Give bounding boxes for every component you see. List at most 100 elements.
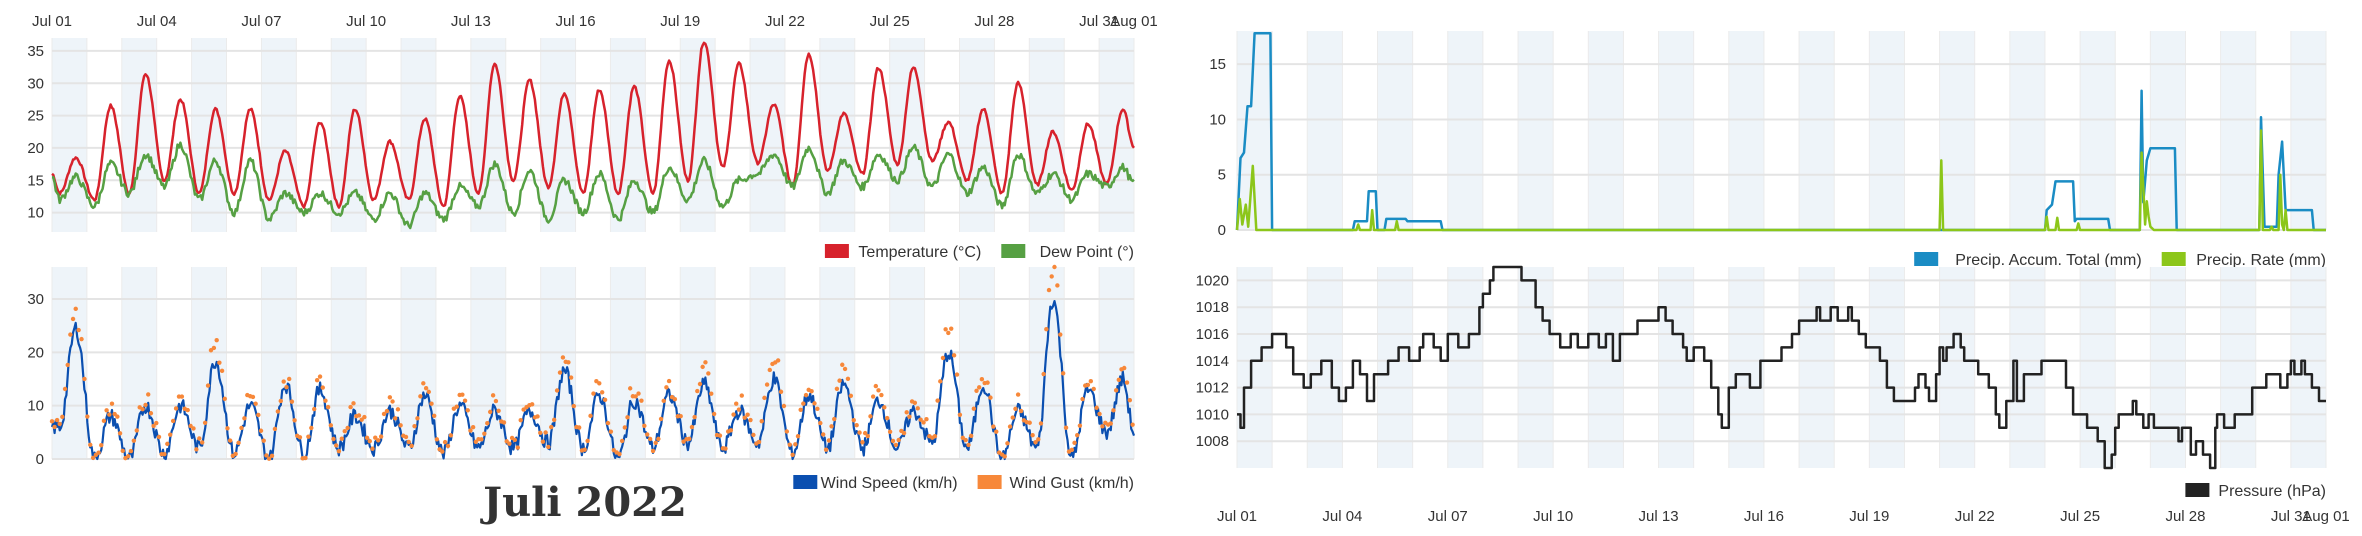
wind-gust-point [812,401,817,406]
wind-gust-point [348,404,353,410]
wind-gust-point [985,380,990,385]
wind-gust-point [219,368,225,374]
wind-gust-point [1005,441,1010,446]
day-stripe [2290,267,2326,468]
y-tick-label: 25 [27,108,44,125]
wind-gust-point [104,408,109,413]
wind-gust-point [801,401,806,406]
wind-gust-point [303,455,308,461]
wind-gust-point [85,414,90,419]
wind-gust-point [328,423,334,428]
wind-gust-point [351,401,356,406]
day-stripe [2150,31,2186,230]
wind-gust-point [700,364,705,370]
wind-gust-point [275,409,281,414]
wind-gust-point [664,385,669,390]
wind-gust-point [582,447,587,452]
wind-gust-point [885,415,890,421]
wind-gust-point [767,367,772,373]
wind-gust-point [957,412,963,417]
wind-gust-point [784,429,790,434]
wind-gust-point [1044,327,1049,332]
wind-gust-point [622,425,628,430]
dew-point-line [51,141,1135,230]
day-stripe [680,267,716,459]
legend-swatch [1001,244,1026,258]
wind-gust-point [832,416,837,422]
wind-gust-point [490,393,496,398]
wind-gust-point [101,418,107,424]
wind-gust-point [848,393,854,399]
wind-gust-point [165,441,170,447]
wind-gust-point [568,375,574,380]
x-tick-label: Jul 28 [2165,508,2205,525]
wind-gust-point [496,408,501,413]
wind-gust-point [227,438,233,443]
wind-gust-point [837,378,842,383]
legend-swatch [1914,252,1939,266]
wind-gust-point [951,353,957,358]
wind-gust-point [225,426,230,431]
day-stripe [2009,31,2045,230]
wind-gust-point [442,439,448,445]
wind-gust-point [1046,287,1052,293]
wind-gust-point [946,330,951,336]
wind-gust-point [943,327,948,332]
wind-gust-point [1113,388,1119,393]
day-stripe [2150,267,2186,468]
day-stripe [959,267,995,459]
top-x-axis: Jul 01 Jul 04 Jul 07 Jul 10 Jul 13 Jul 16 Jul … [32,13,1158,30]
wind-gust-point [485,421,490,426]
wind-gust-point [107,412,112,417]
wind-gust-point [272,426,278,432]
wind-gust-point [1094,405,1099,410]
month-title: Juli 2022 [480,479,687,526]
legend-label: Pressure (hPa) [2218,483,2326,500]
y-tick-label: 1020 [1196,272,1229,289]
y-tick-label: 0 [1218,222,1226,239]
wind-gust-point [642,423,647,429]
wind-gust-point [988,395,993,400]
legend-label: Precip. Accum. Total (mm) [1955,252,2141,269]
wind-gust-point [585,438,590,444]
wind-gust-point [297,435,303,440]
wind-gust-point [599,390,605,395]
day-stripe [889,267,925,459]
wind-gust-point [448,433,454,438]
wind-gust-point [723,446,728,451]
wind-gust-point [289,399,295,404]
wind-gust-point [381,411,387,417]
wind-gust-point [487,409,493,415]
wind-gust-point [131,438,137,443]
wind-gust-point [748,417,753,423]
x-tick-label: Jul 13 [1639,508,1679,525]
day-stripe [1799,31,1835,230]
wind-gust-point [378,434,384,439]
wind-gust-point [426,389,432,395]
wind-gust-point [979,377,985,382]
wind-gust-point [1063,425,1069,430]
wind-gust-point [842,366,848,372]
day-stripe [1939,267,1975,468]
wind-gust-point [787,442,792,447]
wind-gust-point [286,376,292,382]
y-tick-label: 20 [27,344,44,361]
wind-gust-point [462,398,468,403]
wind-gust-point [1041,371,1046,377]
wind-gust-point [154,420,159,426]
day-stripe [470,267,506,459]
wind-gust-point [681,439,686,444]
temperature-line [51,41,1135,209]
wind-gust-point [501,420,507,425]
day-stripe [1658,267,1694,468]
wind-gust-point [728,428,734,433]
wind-gust-point [431,413,437,418]
x-tick-label: Aug 01 [1110,13,1158,30]
wind-gust-point [709,391,714,396]
day-stripe [52,38,87,232]
day-stripe [401,267,436,459]
wind-gust-point [256,412,261,418]
wind-gust-point [647,436,653,442]
wind-gust-point [515,445,520,450]
